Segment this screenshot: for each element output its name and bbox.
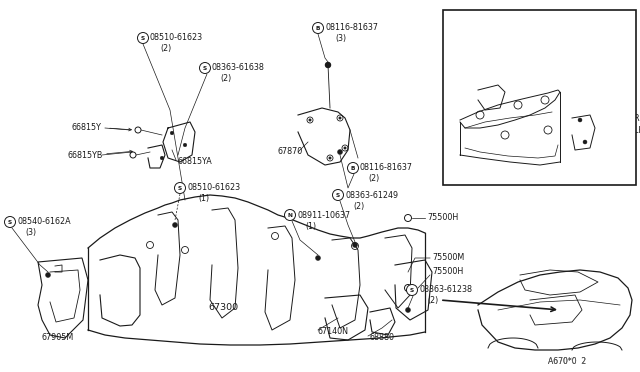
Circle shape — [406, 308, 410, 312]
Text: S: S — [410, 288, 414, 293]
Circle shape — [329, 157, 332, 159]
Text: S: S — [336, 193, 340, 198]
Text: (2): (2) — [427, 296, 438, 305]
Text: S: S — [203, 66, 207, 71]
Circle shape — [4, 217, 15, 228]
Circle shape — [309, 119, 311, 121]
Text: 67632M(RH): 67632M(RH) — [600, 113, 640, 122]
Circle shape — [316, 256, 321, 260]
Circle shape — [353, 243, 358, 247]
Circle shape — [130, 152, 136, 158]
Circle shape — [578, 118, 582, 122]
Text: (2): (2) — [368, 174, 380, 183]
Text: (1): (1) — [198, 195, 209, 203]
Text: 67409: 67409 — [548, 93, 573, 103]
Text: 08363-61638: 08363-61638 — [212, 64, 265, 73]
Text: (1): (1) — [305, 221, 316, 231]
Circle shape — [325, 62, 331, 68]
Text: N: N — [287, 213, 292, 218]
Text: (2): (2) — [160, 45, 172, 54]
Text: 08363-61238: 08363-61238 — [419, 285, 472, 295]
Text: 67300: 67300 — [460, 151, 485, 160]
Circle shape — [45, 273, 51, 278]
Text: 67408: 67408 — [542, 74, 567, 83]
Bar — [443, 10, 636, 185]
Circle shape — [312, 22, 323, 33]
Text: 67905M: 67905M — [42, 334, 74, 343]
Text: 66815YB: 66815YB — [68, 151, 104, 160]
Circle shape — [583, 140, 587, 144]
Circle shape — [326, 62, 330, 67]
Text: 08911-10637: 08911-10637 — [297, 211, 350, 219]
Text: 68880: 68880 — [370, 334, 395, 343]
Text: 75500H: 75500H — [432, 267, 463, 276]
Text: S: S — [141, 36, 145, 41]
Circle shape — [173, 222, 177, 228]
Circle shape — [404, 285, 412, 292]
Text: 75500M: 75500M — [432, 253, 464, 263]
Text: 08510-61623: 08510-61623 — [187, 183, 240, 192]
Text: S: S — [8, 220, 12, 225]
Text: 08363-61249: 08363-61249 — [345, 190, 398, 199]
Circle shape — [170, 131, 174, 135]
Text: 66815Y: 66815Y — [72, 124, 102, 132]
Text: B: B — [351, 166, 355, 171]
Circle shape — [404, 215, 412, 221]
Circle shape — [160, 156, 164, 160]
Circle shape — [183, 143, 187, 147]
Circle shape — [348, 163, 358, 173]
Text: A670*0  2: A670*0 2 — [548, 357, 586, 366]
Circle shape — [337, 150, 342, 154]
Text: 08540-6162A: 08540-6162A — [17, 218, 70, 227]
Text: (2): (2) — [220, 74, 231, 83]
Circle shape — [200, 62, 211, 74]
Text: 67633M(LH): 67633M(LH) — [600, 125, 640, 135]
Text: B: B — [316, 26, 320, 31]
Text: 75500H: 75500H — [427, 214, 458, 222]
Text: 67300: 67300 — [208, 304, 238, 312]
Text: (3): (3) — [335, 35, 346, 44]
Text: S: S — [178, 186, 182, 191]
Text: 08510-61623: 08510-61623 — [150, 33, 203, 42]
Circle shape — [285, 209, 296, 221]
Text: 08116-81637: 08116-81637 — [360, 164, 413, 173]
Circle shape — [135, 127, 141, 133]
Circle shape — [344, 147, 346, 149]
Text: (2): (2) — [353, 202, 364, 211]
Circle shape — [138, 32, 148, 44]
Text: A670*0  2: A670*0 2 — [548, 357, 586, 366]
Circle shape — [333, 189, 344, 201]
Text: CV: CV — [448, 17, 463, 27]
Circle shape — [175, 183, 186, 193]
Text: 67140N: 67140N — [318, 327, 349, 337]
Circle shape — [406, 285, 417, 295]
Text: 08116-81637: 08116-81637 — [325, 23, 378, 32]
Text: 67870: 67870 — [278, 148, 303, 157]
Circle shape — [339, 117, 341, 119]
Polygon shape — [38, 258, 88, 338]
Text: 66815YA: 66815YA — [178, 157, 212, 167]
Text: (3): (3) — [25, 228, 36, 237]
